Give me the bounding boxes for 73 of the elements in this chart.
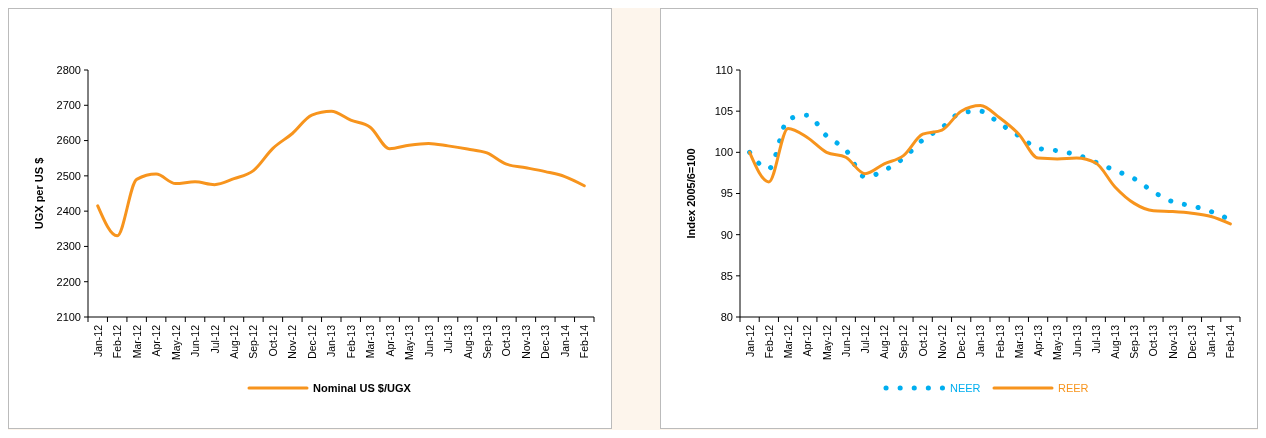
x-tick-label: Mar-13 xyxy=(364,324,377,359)
x-tick-label: Oct-12 xyxy=(916,324,929,357)
y-axis-title: UGX per US $ xyxy=(33,157,45,230)
y-tick-label: 2600 xyxy=(56,134,81,147)
x-tick-label: Aug-12 xyxy=(878,324,891,359)
x-tick-label: Nov-12 xyxy=(935,324,948,359)
y-tick-label: 2400 xyxy=(56,204,81,217)
x-tick-label: Sep-13 xyxy=(480,324,493,359)
x-tick-label: Oct-12 xyxy=(266,324,279,357)
x-tick-label: Sep-12 xyxy=(897,324,910,359)
x-tick-label: Aug-13 xyxy=(461,324,474,359)
x-tick-label: Sep-13 xyxy=(1128,324,1141,359)
y-axis-title: Index 2005/6=100 xyxy=(685,148,697,239)
x-tick-label: Apr-12 xyxy=(150,324,163,357)
x-tick-label: May-13 xyxy=(403,324,416,361)
y-tick-label: 2200 xyxy=(56,275,81,288)
x-tick-label: May-12 xyxy=(820,324,833,361)
x-tick-label: Aug-13 xyxy=(1109,324,1121,359)
y-tick-label: 90 xyxy=(720,228,733,241)
x-tick-label: Jun-13 xyxy=(422,324,435,358)
x-tick-label: Apr-12 xyxy=(801,324,814,357)
y-tick-label: 2700 xyxy=(56,99,81,112)
x-tick-label: Nov-13 xyxy=(519,324,532,359)
x-tick-label: Mar-13 xyxy=(1012,324,1025,359)
x-tick-label: May-13 xyxy=(1051,324,1064,361)
y-tick-label: 110 xyxy=(715,63,733,76)
x-tick-label: Jul-12 xyxy=(208,324,221,354)
x-tick-label: Jan-12 xyxy=(743,324,756,358)
text: Nominal US $/UGX xyxy=(313,381,412,394)
x-tick-label: Jul-12 xyxy=(859,324,871,354)
x-tick-label: Jan-14 xyxy=(558,324,571,358)
x-tick-label: Dec-12 xyxy=(305,324,318,359)
x-tick-label: Jan-14 xyxy=(1205,324,1218,358)
text: REER xyxy=(1058,381,1089,394)
x-tick-label: Apr-13 xyxy=(383,324,396,357)
x-tick-label: May-12 xyxy=(169,324,182,361)
x-tick-label: Oct-13 xyxy=(500,324,513,357)
x-tick-label: Sep-12 xyxy=(247,324,260,359)
x-tick-label: Feb-12 xyxy=(762,324,775,359)
y-tick-label: 2800 xyxy=(56,63,81,76)
x-tick-label: Aug-12 xyxy=(227,324,240,359)
y-tick-label: 2500 xyxy=(56,169,81,182)
x-tick-label: Jun-12 xyxy=(189,324,202,358)
line-series xyxy=(96,109,586,238)
x-tick-label: Jan-13 xyxy=(974,324,987,358)
x-tick-label: Nov-13 xyxy=(1166,324,1179,359)
y-tick-label: 95 xyxy=(720,187,733,200)
x-tick-label: Jul-13 xyxy=(442,324,455,354)
x-tick-label: Feb-13 xyxy=(344,324,357,359)
x-tick-label: Jul-13 xyxy=(1089,324,1102,354)
y-tick-label: 100 xyxy=(714,146,733,159)
x-tick-label: Mar-12 xyxy=(782,324,795,359)
x-tick-label: Apr-13 xyxy=(1032,324,1045,357)
y-tick-label: 80 xyxy=(720,310,733,323)
x-tick-label: Jan-13 xyxy=(325,324,338,358)
x-tick-label: Feb-14 xyxy=(1224,324,1237,359)
x-tick-label: Oct-13 xyxy=(1147,324,1160,357)
y-tick-label: 2300 xyxy=(56,240,81,253)
x-tick-label: Mar-12 xyxy=(130,324,143,359)
y-tick-label: 105 xyxy=(714,105,733,118)
x-tick-label: Feb-13 xyxy=(993,324,1006,359)
x-tick-label: Dec-13 xyxy=(539,324,552,359)
text: NEER xyxy=(950,381,981,394)
x-tick-label: Feb-14 xyxy=(578,324,591,359)
y-tick-label: 2100 xyxy=(56,310,81,323)
x-tick-label: Jun-12 xyxy=(839,324,852,358)
x-tick-label: Dec-13 xyxy=(1185,324,1198,359)
x-tick-label: Jan-12 xyxy=(91,324,104,358)
x-tick-label: Dec-12 xyxy=(955,324,968,359)
y-tick-label: 85 xyxy=(720,269,733,282)
x-tick-label: Feb-12 xyxy=(111,324,124,359)
x-tick-label: Jun-13 xyxy=(1070,324,1083,358)
x-tick-label: Nov-12 xyxy=(286,324,299,359)
